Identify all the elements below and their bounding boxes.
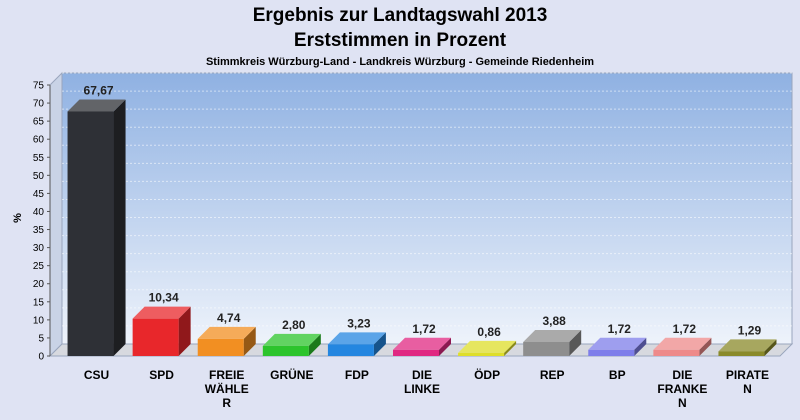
bar-side bbox=[243, 326, 256, 356]
bar-top bbox=[393, 337, 451, 350]
bar bbox=[262, 333, 321, 356]
bar-value-label: 10,34 bbox=[149, 291, 179, 305]
bar-top bbox=[718, 339, 777, 352]
x-tick-label: BP bbox=[609, 368, 626, 382]
bar-front bbox=[197, 338, 244, 356]
x-tick-label: DIE LINKE bbox=[404, 368, 440, 396]
bar-front bbox=[653, 349, 700, 356]
bar-top bbox=[132, 306, 191, 319]
y-tick-label: 50 bbox=[33, 171, 45, 182]
y-axis-label: % bbox=[12, 213, 24, 223]
y-tick-label: 35 bbox=[33, 225, 45, 236]
y-tick-label: 20 bbox=[33, 279, 45, 290]
bar-front bbox=[718, 351, 765, 356]
bar-front bbox=[588, 349, 635, 356]
bar-value-label: 2,80 bbox=[282, 318, 306, 332]
bar bbox=[718, 339, 777, 356]
y-tick-label: 30 bbox=[33, 243, 45, 254]
plot-back-wall bbox=[61, 72, 793, 345]
y-tick-label: 60 bbox=[33, 135, 45, 146]
bar-side bbox=[178, 306, 191, 356]
bar bbox=[588, 337, 647, 356]
bar-side bbox=[439, 337, 451, 356]
bar-value-label: 4,74 bbox=[217, 311, 241, 325]
bar-front bbox=[67, 111, 114, 356]
bar-front bbox=[262, 345, 309, 356]
y-tick-label: 15 bbox=[33, 297, 45, 308]
bar-side bbox=[113, 99, 126, 357]
bar-front bbox=[458, 352, 505, 356]
bar bbox=[132, 306, 191, 356]
y-tick-label: 45 bbox=[33, 189, 45, 200]
y-axis-ticks: 0 5 10 15 20 25 30 35 40 45 50 55 60 65 70 75 bbox=[33, 81, 50, 363]
bars: 67,67 10,34 4,74 2,80 3,23 1,72 0,86 3,88 1,72 1,… bbox=[67, 83, 777, 357]
plot-left-wall bbox=[49, 71, 63, 358]
bar-value-label: 1,29 bbox=[738, 323, 762, 337]
bar-value-label: 1,72 bbox=[673, 322, 697, 336]
bar-side bbox=[764, 339, 777, 356]
x-tick-label: CSU bbox=[84, 368, 109, 382]
chart-title: Ergebnis zur Landtagswahl 2013 bbox=[253, 5, 548, 26]
bar-value-label: 67,67 bbox=[84, 83, 114, 97]
bar bbox=[458, 340, 517, 356]
bar bbox=[327, 332, 386, 356]
bar-top bbox=[523, 329, 582, 342]
bar-front bbox=[523, 341, 570, 356]
bar bbox=[653, 337, 712, 356]
bar bbox=[393, 337, 451, 356]
x-tick-label: REP bbox=[540, 368, 565, 382]
x-tick-label: FDP bbox=[345, 368, 369, 382]
x-tick-label: DIE FRANKE N bbox=[657, 368, 707, 410]
bar-front bbox=[327, 344, 374, 356]
bar-front bbox=[393, 349, 439, 356]
bar-front bbox=[132, 318, 179, 356]
bar-side bbox=[699, 337, 712, 356]
y-tick-label: 75 bbox=[33, 81, 45, 92]
bar-value-label: 1,72 bbox=[608, 322, 632, 336]
bar-value-label: 1,72 bbox=[412, 322, 436, 336]
bar-side bbox=[373, 332, 386, 356]
bar-top bbox=[327, 332, 386, 345]
bar-top bbox=[653, 337, 712, 350]
bar-top bbox=[67, 99, 126, 112]
y-tick-label: 70 bbox=[33, 99, 45, 110]
x-tick-label: PIRATE N bbox=[726, 368, 769, 396]
y-tick-label: 0 bbox=[38, 352, 44, 363]
x-axis-labels: CSU SPD FREIE WÄHLE R GRÜNE FDP DIE LINKE ÖDP REP B… bbox=[84, 367, 769, 410]
y-tick-label: 65 bbox=[33, 117, 45, 128]
bar-value-label: 0,86 bbox=[477, 325, 501, 339]
y-tick-label: 25 bbox=[33, 261, 45, 272]
bar-side bbox=[634, 337, 647, 356]
y-tick-label: 55 bbox=[33, 153, 45, 164]
bar bbox=[197, 326, 256, 356]
bar-side bbox=[504, 340, 517, 356]
x-tick-label: FREIE WÄHLE R bbox=[205, 368, 249, 410]
x-tick-label: SPD bbox=[149, 368, 174, 382]
bar-value-label: 3,23 bbox=[347, 316, 371, 330]
bar-top bbox=[458, 340, 517, 353]
x-tick-label: ÖDP bbox=[474, 367, 500, 382]
bar-side bbox=[308, 333, 321, 356]
chart-subtitle: Erststimmen in Prozent bbox=[294, 30, 507, 51]
bar bbox=[67, 99, 126, 357]
bar-top bbox=[588, 337, 647, 350]
y-tick-label: 10 bbox=[33, 315, 45, 326]
bar bbox=[523, 329, 582, 356]
x-tick-label: GRÜNE bbox=[270, 367, 313, 382]
bar-value-label: 3,88 bbox=[543, 314, 567, 328]
bar-top bbox=[262, 333, 321, 346]
chart-caption: Stimmkreis Würzburg-Land - Landkreis Wür… bbox=[206, 56, 594, 68]
y-tick-label: 5 bbox=[38, 333, 44, 344]
bar-side bbox=[569, 329, 582, 356]
bar-top bbox=[197, 326, 256, 339]
y-tick-label: 40 bbox=[33, 207, 45, 218]
